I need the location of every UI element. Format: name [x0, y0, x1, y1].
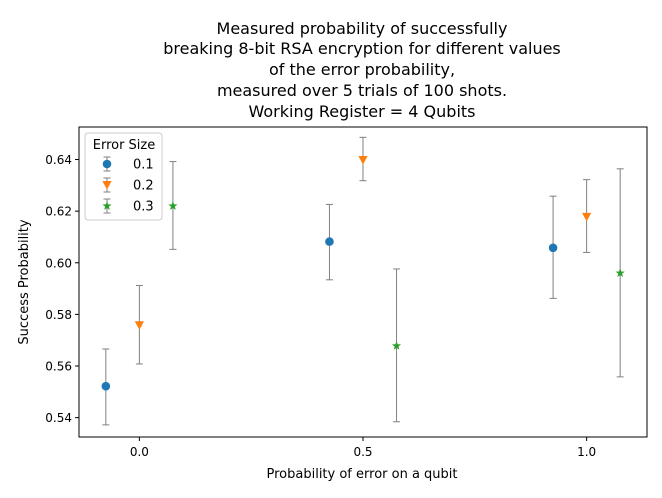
data-point — [358, 156, 368, 165]
data-point — [548, 243, 558, 253]
title-line-4: measured over 5 trials of 100 shots. — [217, 81, 507, 100]
legend-label: 0.1 — [133, 158, 154, 173]
plot-frame — [78, 126, 648, 438]
y-tick-label: 0.64 — [45, 153, 72, 167]
data-point — [582, 212, 592, 222]
series-0.1 — [101, 195, 558, 426]
title-line-3: of the error probability, — [269, 60, 455, 79]
y-tick-label: 0.56 — [45, 360, 72, 374]
data-point — [391, 341, 402, 350]
data-point — [134, 321, 144, 330]
chart-title: Measured probability of successfully bre… — [163, 19, 561, 121]
y-axis: 0.54 0.56 0.58 0.60 0.62 0.64 — [45, 153, 79, 425]
legend-marker — [102, 159, 112, 169]
title-line-2: breaking 8-bit RSA encryption for differ… — [163, 39, 561, 58]
x-axis: 0.0 0.5 1.0 — [130, 437, 596, 459]
legend-marker — [102, 201, 112, 210]
data-point — [101, 381, 111, 391]
legend-label: 0.3 — [133, 200, 154, 215]
data-point — [325, 237, 334, 246]
legend-title: Error Size — [93, 138, 156, 153]
series-0.2 — [134, 136, 592, 365]
legend-entry: 0.3 — [102, 198, 154, 215]
title-line-1: Measured probability of successfully — [217, 19, 508, 38]
y-tick-label: 0.62 — [45, 205, 72, 219]
legend: Error Size 0.1 0.2 0.3 — [84, 132, 163, 221]
x-tick-label: 0.5 — [353, 445, 372, 459]
y-tick-label: 0.54 — [45, 411, 72, 425]
legend-marker — [102, 181, 112, 190]
legend-entry: 0.2 — [102, 177, 154, 194]
data-point — [615, 268, 625, 277]
legend-label: 0.2 — [133, 179, 154, 194]
x-axis-label: Probability of error on a qubit — [267, 467, 458, 482]
y-tick-label: 0.60 — [45, 256, 72, 270]
title-line-5: Working Register = 4 Qubits — [248, 102, 475, 121]
data-point — [168, 201, 178, 210]
y-tick-label: 0.58 — [45, 308, 72, 322]
legend-box — [84, 132, 163, 221]
plot-marks — [101, 136, 625, 426]
series-0.3 — [168, 161, 625, 423]
legend-entry: 0.1 — [102, 156, 154, 173]
x-tick-label: 0.0 — [130, 445, 149, 459]
legend-entries: 0.1 0.2 0.3 — [102, 156, 154, 215]
x-tick-label: 1.0 — [577, 445, 596, 459]
y-axis-label: Success Probability — [17, 219, 32, 344]
